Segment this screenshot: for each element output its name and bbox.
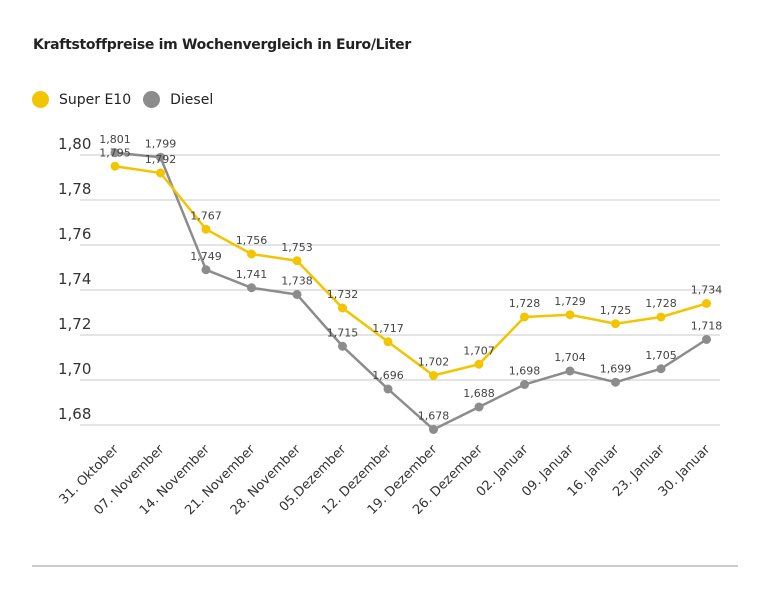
data-point [702,335,711,344]
data-label: 1,767 [190,209,222,222]
data-label: 1,756 [236,234,268,247]
data-point [110,161,120,171]
data-label: 1,795 [99,146,131,159]
data-point [338,303,347,313]
y-tick-label: 1,72 [58,315,91,333]
data-point [656,312,666,322]
data-label: 1,732 [327,288,359,301]
data-label: 1,801 [99,133,131,146]
data-point [156,152,165,162]
legend-swatch-diesel [143,91,161,108]
data-point [611,377,620,387]
data-label: 1,698 [509,365,541,378]
data-point [247,283,256,293]
data-label: 1,792 [145,153,177,166]
data-point [656,364,666,374]
legend: Super E10 Diesel [32,91,225,108]
data-point [292,290,302,299]
legend-label-super: Super E10 [59,91,132,108]
data-label: 1,738 [281,275,313,288]
data-label: 1,728 [509,297,541,310]
data-label: 1,715 [327,326,359,339]
data-label: 1,741 [236,268,268,281]
data-point [474,402,484,412]
data-label: 1,799 [145,137,177,150]
data-point [520,312,529,322]
data-label: 1,696 [372,369,404,382]
y-tick-label: 1,78 [58,180,91,198]
data-point [702,299,711,308]
series-line-diesel [114,151,708,431]
data-point [201,265,211,275]
data-point [292,256,302,266]
data-point [201,224,211,234]
data-point [156,168,165,178]
data-label: 1,753 [281,241,313,254]
data-label: 1,729 [554,295,586,308]
data-label: 1,705 [645,349,677,362]
data-label: 1,704 [554,351,586,364]
chart-title: Kraftstoffpreise im Wochenvergleich in E… [33,37,411,53]
data-point [383,384,393,394]
data-label: 1,702 [418,356,450,369]
data-label: 1,749 [190,250,222,263]
legend-swatch-super [32,91,49,108]
series-line-super [114,165,707,377]
data-point [338,341,347,351]
data-label: 1,699 [600,362,632,375]
y-tick-label: 1,74 [58,270,91,288]
data-point [429,425,438,434]
data-point [383,337,393,347]
data-point [565,366,575,376]
data-label: 1,728 [645,297,677,310]
y-tick-label: 1,80 [58,135,91,153]
data-point [611,319,620,329]
data-point [565,310,575,320]
data-point [429,371,438,380]
y-tick-label: 1,68 [58,405,91,423]
y-tick-label: 1,76 [58,225,91,243]
data-point [520,380,529,389]
data-label: 1,718 [691,320,723,333]
data-label: 1,678 [418,410,450,423]
data-point [247,249,256,259]
data-label: 1,688 [463,387,495,400]
y-tick-label: 1,70 [58,360,91,378]
data-label: 1,707 [463,344,495,357]
legend-label-diesel: Diesel [170,91,214,108]
data-label: 1,725 [600,304,632,317]
data-point [474,359,484,369]
data-label: 1,717 [372,322,404,335]
data-label: 1,734 [691,284,723,297]
data-point [110,148,120,158]
